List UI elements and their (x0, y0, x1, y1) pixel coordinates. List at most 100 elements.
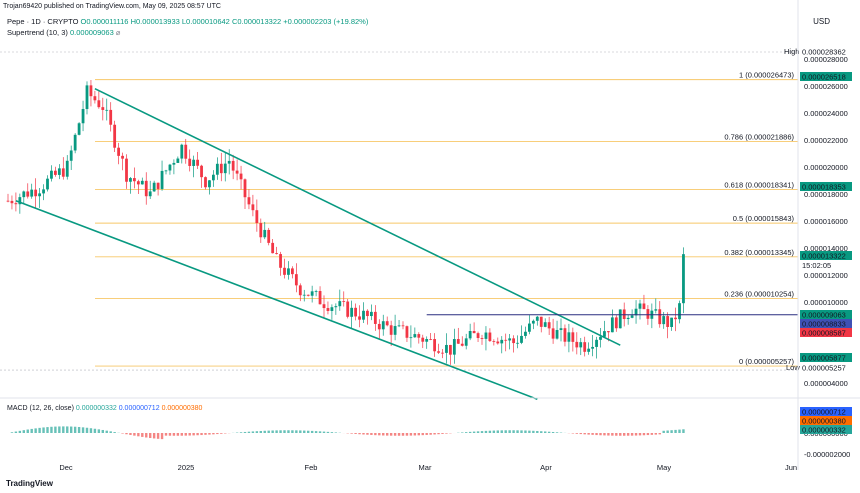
candle-body (658, 309, 662, 325)
macd-bar (10, 432, 14, 433)
candle-body (334, 306, 338, 308)
candle-body (219, 163, 223, 174)
macd-bar (678, 429, 681, 433)
candle-body (65, 160, 69, 177)
candle-body (405, 326, 409, 338)
macd-badge: 0.000000712 (802, 408, 846, 417)
macd-bar (279, 430, 282, 433)
macd-bar (666, 430, 669, 433)
macd-bar (350, 433, 353, 434)
candle-body (354, 307, 357, 317)
symbol-name[interactable]: Pepe · 1D · CRYPTO (7, 17, 79, 26)
macd-bar (551, 431, 555, 433)
candle-body (326, 308, 330, 311)
candle-body (251, 204, 255, 211)
candle-body (587, 348, 591, 352)
candle-body (417, 334, 421, 338)
macd-bar (476, 431, 480, 433)
candle-body (330, 307, 334, 311)
macd-bar (73, 426, 77, 433)
candle-body (595, 339, 598, 347)
candle-body (389, 325, 393, 335)
macd-label[interactable]: MACD (12, 26, close) (7, 405, 74, 412)
macd-bar (362, 433, 365, 435)
fib1-badge: 0.000026518 (802, 73, 846, 82)
macd-bar (208, 433, 211, 435)
fib-label: 0.236 (0.000010254) (724, 290, 794, 299)
candle-body (54, 170, 57, 175)
candle-body (192, 159, 196, 166)
macd-bar (626, 433, 630, 436)
settings-icon[interactable]: ⌀ (115, 28, 121, 37)
low-badge-bg (800, 363, 852, 372)
fib-label: 0 (0.000005257) (739, 357, 795, 366)
candle-body (350, 307, 354, 317)
candle-body (208, 180, 211, 188)
candle-body (579, 342, 583, 348)
macd-bar (366, 433, 369, 435)
candle-body (547, 322, 551, 329)
low-badge: 0.000005257 (802, 364, 846, 373)
trend-lower (15, 200, 538, 400)
fib0-badge: 0.000005877 (802, 354, 846, 363)
macd-value: 0.000000332 (75, 405, 117, 412)
price-tick: 0.000022000 (804, 136, 848, 145)
macd-bar (89, 428, 93, 433)
macd-bar (172, 433, 176, 436)
macd-bar (125, 433, 128, 435)
candle-body (567, 332, 571, 342)
candle-body (591, 346, 594, 349)
ema1-badge: 0.000008833 (802, 320, 846, 329)
macd-bar (607, 433, 610, 436)
macd-bar (623, 433, 626, 436)
macd-bar (184, 433, 187, 436)
macd-bar (555, 432, 559, 433)
macd-bar (646, 433, 650, 436)
price-tick: 0.000016000 (804, 217, 848, 226)
candle-body (670, 317, 673, 327)
candle-body (18, 197, 22, 205)
candle-body (603, 331, 606, 337)
macd-bar (615, 433, 618, 436)
macd-bar (330, 432, 334, 433)
candle-body (401, 325, 405, 327)
candle-body (85, 85, 89, 110)
macd-bar (322, 431, 326, 433)
candle-body (460, 343, 464, 346)
currency-label[interactable]: USD (813, 17, 830, 26)
candle-body (239, 173, 243, 180)
high-label: High (784, 47, 799, 56)
candle-body (662, 316, 666, 325)
supertrend-value: 0.000009063 (69, 28, 114, 37)
candle-body (117, 147, 120, 156)
macd-bar (670, 430, 673, 433)
fib-label: 0.618 (0.000018341) (724, 180, 794, 189)
candle-body (472, 331, 476, 334)
candle-body (539, 316, 543, 327)
candle-body (267, 229, 271, 243)
candle-body (528, 323, 531, 332)
macd-bar (216, 433, 219, 435)
fib-label: 0.5 (0.000015843) (733, 214, 795, 223)
candle-body (14, 203, 18, 205)
candle-body (559, 328, 563, 331)
macd-bar (101, 429, 104, 433)
macd-bar (38, 427, 41, 433)
macd-bar (239, 432, 243, 433)
hist-badge: 0.000000332 (802, 426, 846, 435)
candle-body (259, 223, 263, 238)
macd-bar (579, 433, 582, 435)
price-tick: 0.000018000 (804, 190, 848, 199)
macd-bar (299, 430, 302, 433)
macd-bar (58, 426, 61, 433)
candle-body (634, 308, 638, 316)
candle-body (654, 309, 658, 311)
high-badge: 0.000028362 (802, 48, 846, 57)
price-tick: 0.000012000 (804, 271, 848, 280)
macd-bar (354, 433, 357, 434)
candle-body (81, 109, 85, 124)
supertrend-label[interactable]: Supertrend (10, 3) (7, 28, 68, 37)
candle-body (646, 309, 650, 319)
candle-body (575, 341, 579, 348)
